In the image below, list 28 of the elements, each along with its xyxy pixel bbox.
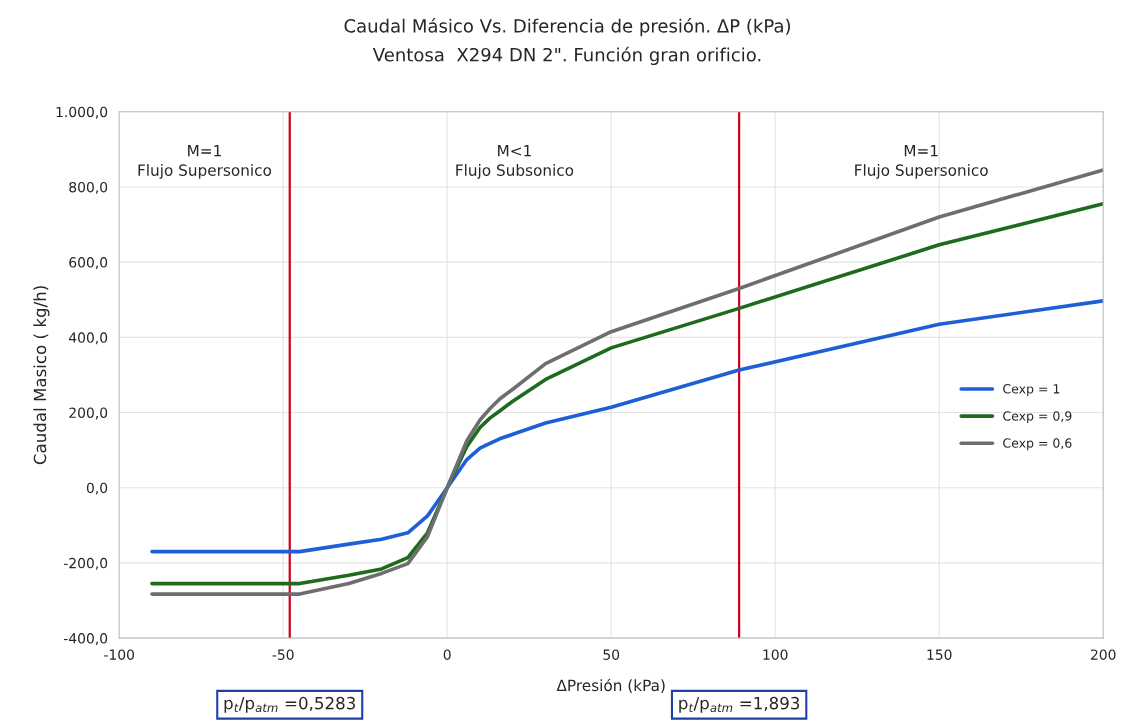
x-tick-label: 150 <box>927 649 952 660</box>
y-tick-label: 400,0 <box>68 332 108 345</box>
legend-label: Cexp = 1 <box>1003 384 1060 396</box>
x-tick-label: -50 <box>272 649 294 660</box>
annotation: M=1 Flujo Supersonico <box>855 145 988 179</box>
chart-subtitle: Ventosa X294 DN 2". Función gran orificio. <box>372 46 761 66</box>
y-tick-label: 1.000,0 <box>56 106 108 119</box>
y-axis-title: Caudal Masico ( kg/h) <box>33 286 50 465</box>
x-tick-label: -100 <box>104 649 135 660</box>
annotation: M=1 Flujo Supersonico <box>138 145 272 179</box>
y-tick-label: -400,0 <box>63 633 108 645</box>
x-tick-label: 200 <box>1090 649 1116 660</box>
y-tick-label: 600,0 <box>69 257 108 270</box>
y-tick-label: 0,0 <box>86 482 108 495</box>
y-tick-label: -200,0 <box>63 557 108 570</box>
x-tick-label: 50 <box>603 649 620 660</box>
text: p$_{t}$/p$_{atm}$ =0,5283 <box>224 696 355 713</box>
x-tick-label: 0 <box>443 649 451 660</box>
y-tick-label: 800,0 <box>69 181 108 194</box>
chart-title: Caudal Másico Vs. Diferencia de presión. ΔP (kPa) <box>344 18 790 37</box>
x-axis-title: ΔPresión (kPa) <box>556 678 665 693</box>
annotation: M<1 Flujo Subsonico <box>456 145 574 179</box>
y-tick-label: 200,0 <box>69 407 108 420</box>
legend-label: Cexp = 0,6 <box>1003 438 1072 451</box>
text: p$_{t}$/p$_{atm}$ =1,893 <box>679 696 800 713</box>
x-tick-label: 100 <box>763 649 788 660</box>
line-series <box>150 299 1104 554</box>
legend-label: Cexp = 0,9 <box>1003 411 1072 424</box>
